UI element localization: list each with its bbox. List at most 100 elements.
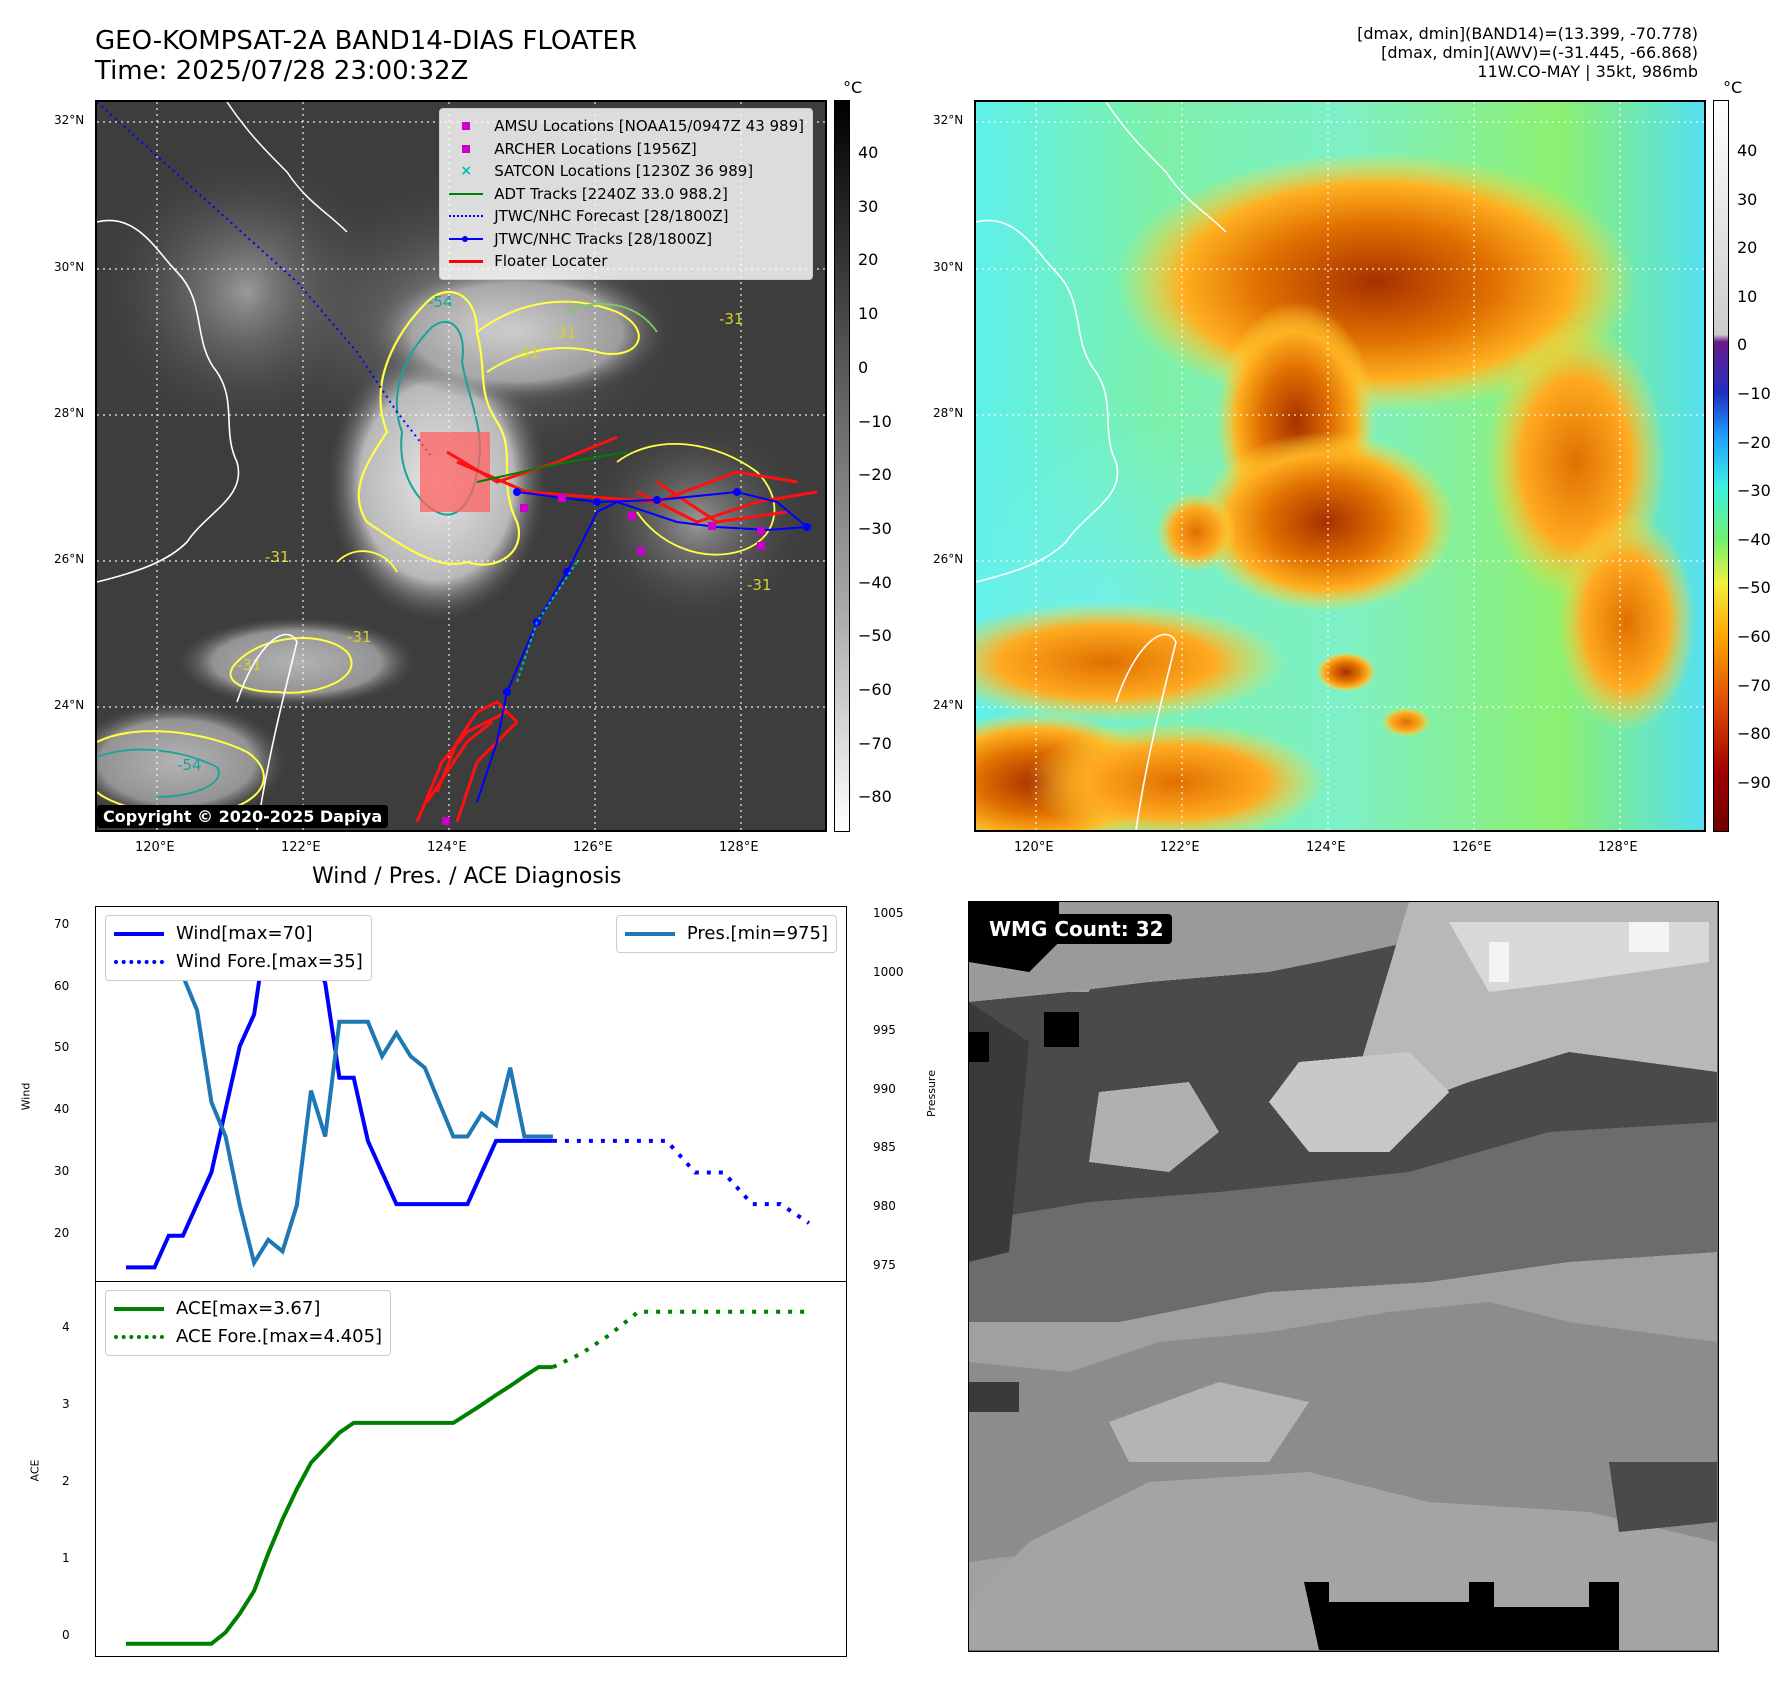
legend-satcon: × SATCON Locations [1230Z 36 989] — [460, 162, 754, 180]
wind-series-1 — [552, 1138, 811, 1225]
awv-lon-120: 120°E — [1014, 840, 1054, 855]
wmg-count-badge: WMG Count: 32 — [981, 914, 1172, 944]
ir-lat-30: 30°N — [54, 260, 85, 274]
pres-series-0 — [126, 916, 553, 1268]
ace-chart — [126, 1309, 809, 1646]
awv-colorbar-tick-0: 40 — [1737, 141, 1758, 160]
ir-colorbar — [834, 100, 850, 832]
awv-colorbar-tick-6: −20 — [1737, 432, 1771, 452]
awv-colorbar-tick-5: −10 — [1737, 384, 1771, 403]
awv-map — [976, 102, 1704, 830]
ir-lat-28: 28°N — [54, 406, 85, 420]
ir-colorbar-tick-8: −40 — [858, 572, 892, 592]
coastline-china — [97, 219, 240, 583]
contour-label-3: -31 — [515, 344, 540, 362]
ace-legend: ACE[max=3.67] ACE Fore.[max=4.405] — [105, 1290, 392, 1356]
legend-ace-fore: ACE Fore.[max=4.405] — [114, 1323, 382, 1351]
info-header: [dmax, dmin](BAND14)=(13.399, -70.778) [… — [1357, 24, 1698, 81]
info-line3: 11W.CO-MAY | 35kt, 986mb — [1477, 62, 1698, 81]
ace-tick-0: 4 — [62, 1320, 70, 1334]
awv-colorbar-tick-4: 0 — [1737, 335, 1748, 355]
awv-lon-126: 126°E — [1452, 840, 1492, 855]
legend-floater: Floater Locater — [448, 250, 804, 273]
ir-colorbar-tick-2: 20 — [858, 250, 879, 270]
awv-colorbar-tick-1: 30 — [1737, 189, 1758, 209]
ace-axis-label: ACE — [28, 1459, 42, 1482]
wind-tick-4: 30 — [54, 1163, 70, 1178]
wmg-image — [969, 902, 1717, 1650]
awv-colorbar-tick-11: −70 — [1737, 675, 1771, 695]
ir-lon-126: 126°E — [573, 840, 613, 855]
legend-pres: Pres.[min=975] — [624, 920, 828, 948]
awv-colorbar-unit: °C — [1723, 78, 1743, 97]
wind-tick-2: 50 — [54, 1040, 70, 1055]
contour-label-5: -31 — [265, 548, 290, 566]
awv-lat-32: 32°N — [933, 113, 964, 127]
info-line1: [dmax, dmin](BAND14)=(13.399, -70.778) — [1357, 24, 1698, 43]
awv-lon-122: 122°E — [1160, 840, 1200, 855]
ir-colorbar-tick-9: −50 — [858, 626, 892, 646]
ir-colorbar-tick-5: −10 — [858, 411, 892, 431]
wmg-black-bottom — [1304, 1582, 1619, 1650]
awv-colorbar-tick-13: −90 — [1737, 772, 1771, 792]
contour-label-9: -31 — [747, 576, 772, 594]
pres-tick-3: 990 — [873, 1081, 896, 1096]
ir-colorbar-unit: °C — [843, 78, 863, 97]
ace-tick-2: 2 — [62, 1474, 70, 1488]
awv-colorbar-tick-10: −60 — [1737, 627, 1771, 646]
awv-colorbar-tick-8: −40 — [1737, 529, 1771, 549]
contour-yellow-north — [476, 300, 640, 373]
pres-tick-4: 985 — [873, 1140, 896, 1155]
satcon-path — [516, 561, 578, 683]
awv-lat-26: 26°N — [933, 552, 964, 566]
ir-map-panel: -54 -31 -31 -31 -31 -31 -54 -31 -31 — [95, 100, 827, 832]
ir-lat-24: 24°N — [54, 698, 85, 712]
legend-wind-fore: Wind Fore.[max=35] — [114, 948, 363, 976]
ir-lat-26: 26°N — [54, 552, 85, 566]
wind-pres-panel: Wind[max=70] Wind Fore.[max=35] Pres.[mi… — [95, 906, 847, 1282]
awv-coastline-taiwan — [1115, 633, 1177, 830]
ir-lon-128: 128°E — [719, 840, 759, 855]
legend-jtwc-forecast: JTWC/NHC Forecast [28/1800Z] — [448, 205, 804, 228]
ir-colorbar-tick-7: −30 — [858, 518, 892, 538]
adt-track — [476, 451, 628, 483]
pres-tick-1: 1000 — [873, 964, 904, 979]
ace-series-0 — [126, 1365, 553, 1646]
jtwc-track — [476, 490, 810, 803]
pres-tick-2: 995 — [873, 1023, 896, 1038]
wind-axis-label: Wind — [19, 1082, 33, 1111]
awv-colorbar-tick-12: −80 — [1737, 724, 1771, 744]
awv-colorbar-tick-2: 20 — [1737, 238, 1758, 258]
awv-map-panel — [974, 100, 1706, 832]
ir-colorbar-tick-3: 10 — [858, 304, 879, 324]
pres-tick-6: 975 — [873, 1257, 896, 1272]
legend-archer: ARCHER Locations [1956Z] — [448, 138, 804, 161]
wmg-panel: WMG Count: 32 — [968, 901, 1719, 1652]
ir-lon-120: 120°E — [135, 840, 175, 855]
awv-coastline-china — [976, 219, 1119, 583]
contour-yellow-core — [357, 291, 520, 566]
ir-colorbar-tick-4: 0 — [858, 357, 869, 377]
contour-label-8: -31 — [347, 628, 372, 646]
diagnosis-title: Wind / Pres. / ACE Diagnosis — [312, 864, 622, 889]
legend-amsu: AMSU Locations [NOAA15/0947Z 43 989] — [448, 115, 804, 138]
awv-colorbar-tick-9: −50 — [1737, 578, 1771, 598]
awv-lon-128: 128°E — [1598, 840, 1638, 855]
copyright-badge: Copyright © 2020-2025 Dapiya — [97, 805, 389, 828]
ir-colorbar-tick-10: −60 — [858, 680, 892, 699]
amsu-archer-points — [442, 494, 765, 825]
wind-tick-0: 70 — [54, 917, 70, 931]
ace-panel: ACE[max=3.67] ACE Fore.[max=4.405] — [95, 1281, 847, 1657]
wind-tick-3: 40 — [54, 1102, 70, 1117]
legend-wind: Wind[max=70] — [114, 920, 363, 948]
wind-tick-1: 60 — [54, 978, 70, 993]
ace-tick-1: 3 — [62, 1397, 70, 1411]
awv-lat-24: 24°N — [933, 698, 964, 712]
ace-tick-3: 1 — [62, 1551, 70, 1565]
pres-axis-label: Pressure — [924, 1070, 938, 1117]
title-line1: GEO-KOMPSAT-2A BAND14-DIAS FLOATER — [95, 26, 638, 56]
awv-lat-30: 30°N — [933, 260, 964, 274]
ir-lon-124: 124°E — [427, 840, 467, 855]
contour-label-7: -54 — [177, 756, 202, 774]
ir-colorbar-tick-11: −70 — [858, 733, 892, 753]
